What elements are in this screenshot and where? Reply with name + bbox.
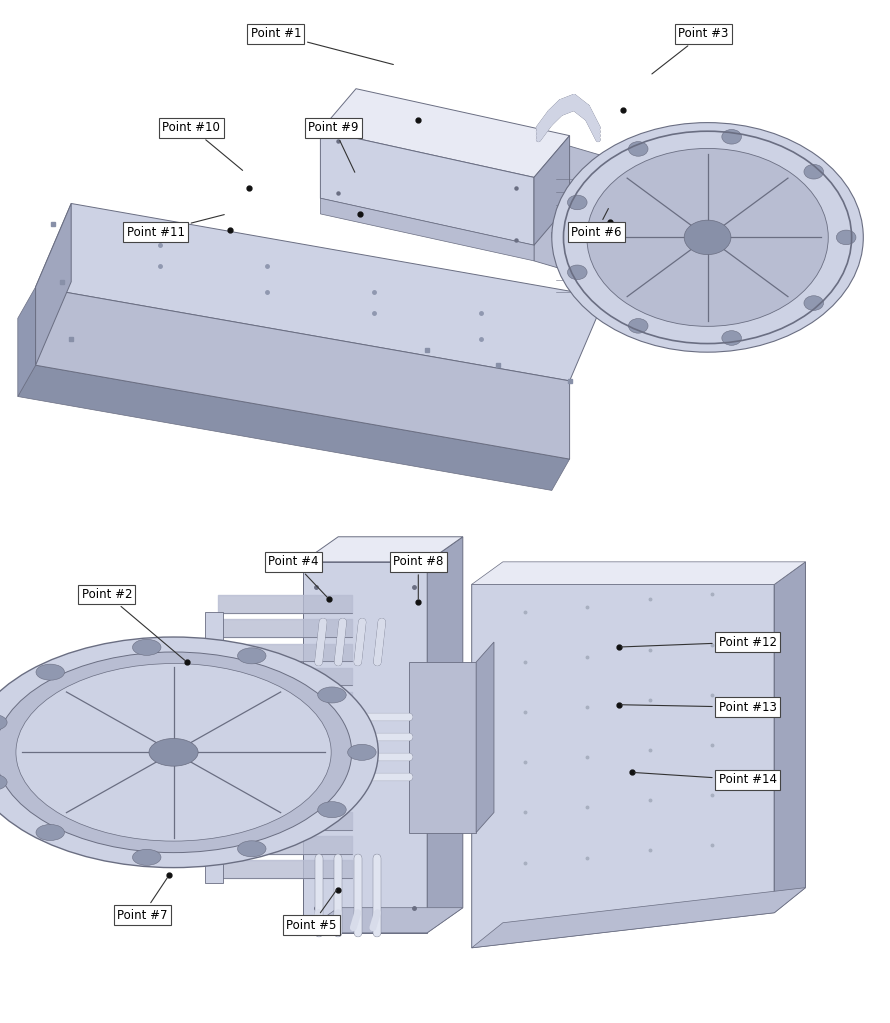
Text: Point #6: Point #6: [571, 209, 621, 238]
Text: Point #7: Point #7: [117, 878, 167, 922]
Text: Point #4: Point #4: [269, 555, 328, 597]
Circle shape: [36, 664, 64, 680]
Text: Point #12: Point #12: [621, 635, 777, 649]
Ellipse shape: [804, 165, 823, 179]
Ellipse shape: [722, 330, 741, 346]
Ellipse shape: [837, 230, 856, 244]
Polygon shape: [476, 642, 494, 833]
Polygon shape: [205, 612, 222, 883]
Text: Point #2: Point #2: [82, 588, 185, 660]
Circle shape: [149, 739, 198, 766]
Circle shape: [133, 849, 161, 865]
Polygon shape: [774, 562, 805, 913]
Circle shape: [318, 802, 346, 817]
Polygon shape: [18, 286, 36, 397]
Circle shape: [0, 774, 7, 790]
Circle shape: [348, 745, 376, 760]
Polygon shape: [605, 293, 650, 328]
Text: Point #11: Point #11: [126, 215, 224, 238]
Polygon shape: [472, 888, 805, 947]
Polygon shape: [303, 562, 427, 933]
Text: Point #14: Point #14: [635, 772, 777, 787]
Polygon shape: [552, 232, 570, 251]
Circle shape: [0, 652, 352, 852]
Ellipse shape: [568, 195, 587, 210]
Text: Point #13: Point #13: [621, 701, 777, 714]
Polygon shape: [18, 365, 570, 490]
Circle shape: [0, 714, 7, 730]
Polygon shape: [427, 537, 463, 933]
Ellipse shape: [587, 148, 829, 326]
Polygon shape: [409, 662, 476, 833]
Text: Point #8: Point #8: [393, 555, 443, 599]
Ellipse shape: [568, 265, 587, 279]
Polygon shape: [320, 89, 570, 177]
Text: Point #3: Point #3: [651, 28, 728, 74]
Polygon shape: [303, 537, 463, 562]
Ellipse shape: [804, 296, 823, 310]
Polygon shape: [36, 204, 71, 365]
Ellipse shape: [684, 220, 731, 255]
Polygon shape: [36, 204, 605, 381]
Circle shape: [0, 637, 378, 868]
Circle shape: [133, 639, 161, 656]
Text: Point #9: Point #9: [309, 122, 359, 172]
Polygon shape: [36, 286, 570, 459]
Ellipse shape: [722, 130, 741, 144]
Polygon shape: [472, 562, 805, 584]
Circle shape: [238, 648, 266, 664]
Polygon shape: [534, 136, 641, 293]
Ellipse shape: [552, 123, 863, 352]
Polygon shape: [320, 198, 534, 261]
Text: Point #1: Point #1: [251, 28, 393, 64]
Circle shape: [16, 664, 331, 841]
Circle shape: [318, 687, 346, 703]
Polygon shape: [303, 907, 463, 933]
Ellipse shape: [628, 141, 648, 157]
Ellipse shape: [628, 318, 648, 333]
Text: Point #10: Point #10: [162, 122, 243, 171]
Polygon shape: [534, 136, 570, 246]
Text: Point #5: Point #5: [287, 890, 336, 932]
Polygon shape: [472, 584, 774, 947]
Circle shape: [238, 841, 266, 857]
Polygon shape: [320, 131, 534, 246]
Circle shape: [36, 825, 64, 841]
